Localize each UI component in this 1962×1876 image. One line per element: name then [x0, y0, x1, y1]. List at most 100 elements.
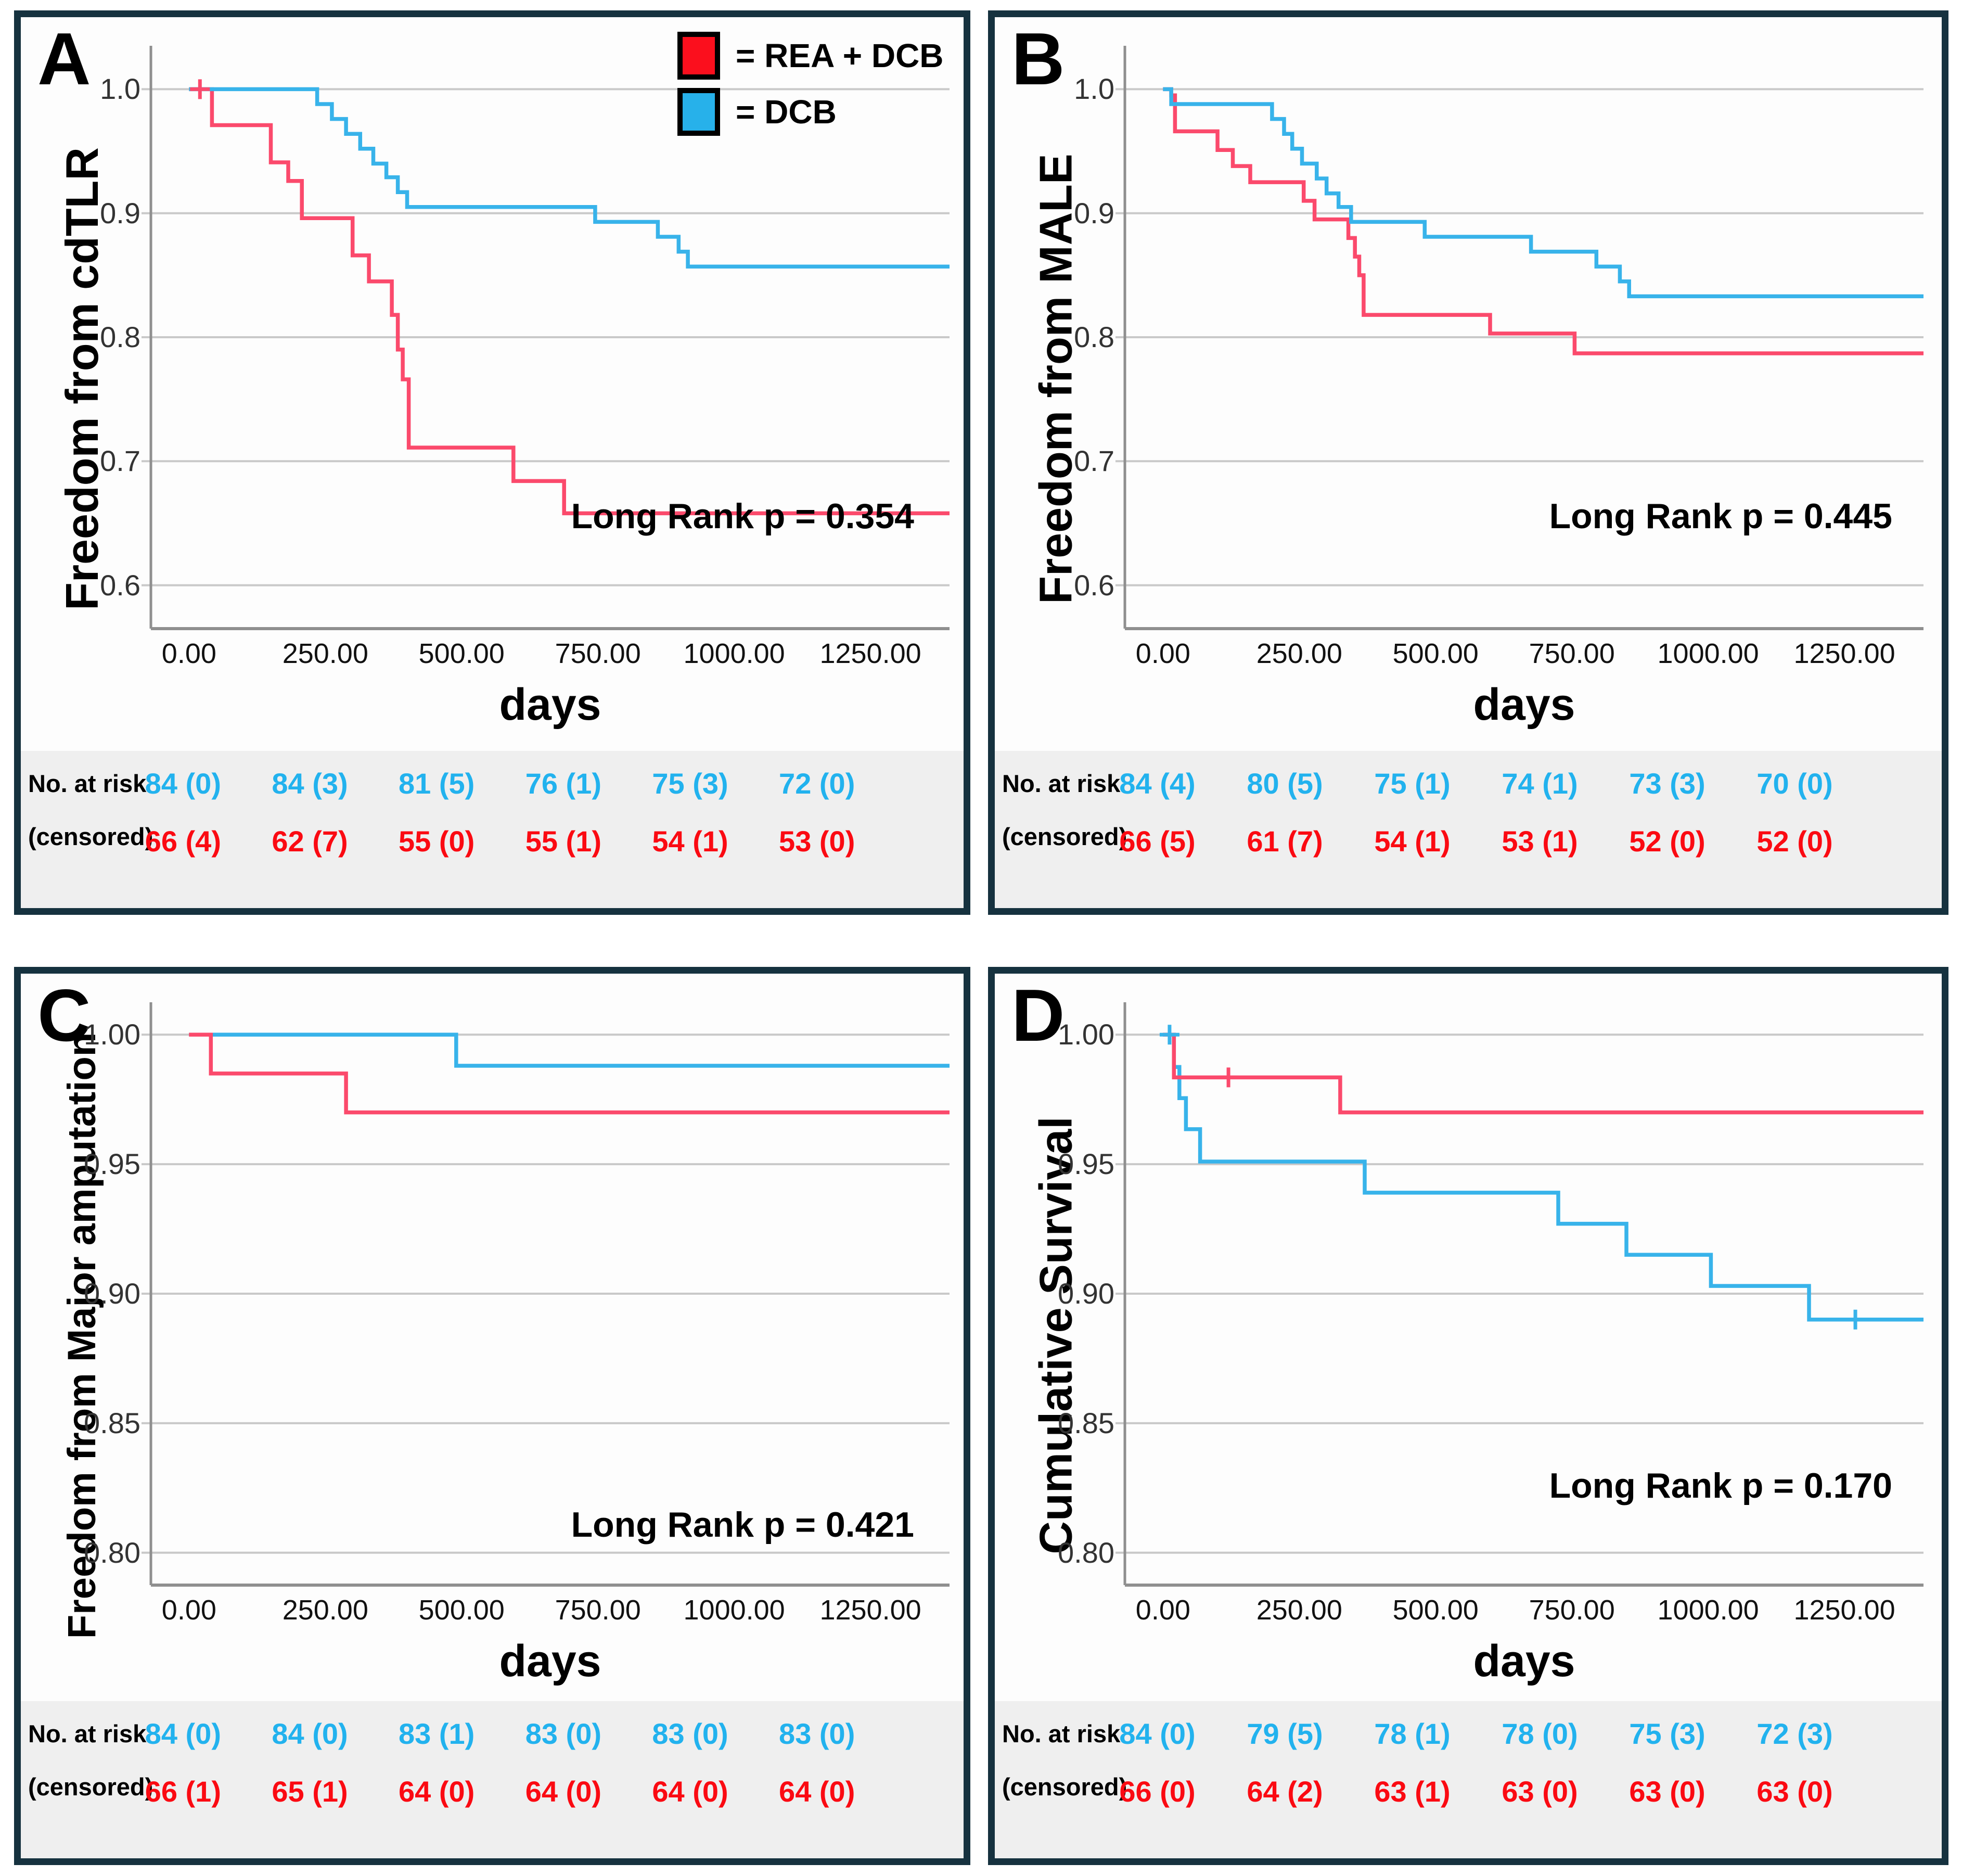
- km-curve-rea-dcb: [1163, 87, 1923, 355]
- x-tick-label: 250.00: [282, 638, 368, 669]
- risk-value: 78 (0): [1502, 1717, 1578, 1750]
- risk-value: 74 (1): [1502, 767, 1578, 800]
- risk-value: 55 (0): [399, 825, 475, 858]
- x-tick-label: 250.00: [1256, 638, 1342, 669]
- risk-rows: 84 (4) 80 (5) 75 (1) 74 (1) 73 (3) 70 (0) 66 …: [1094, 767, 1858, 858]
- risk-value: 66 (5): [1119, 825, 1196, 858]
- x-tick-label: 0.00: [161, 1594, 216, 1626]
- log-rank-p-value: Long Rank p = 0.170: [1549, 1466, 1892, 1505]
- risk-value: 55 (1): [525, 825, 601, 858]
- x-tick-label: 500.00: [418, 638, 505, 669]
- risk-row-dcb: 84 (4) 80 (5) 75 (1) 74 (1) 73 (3) 70 (0): [1094, 767, 1858, 800]
- x-tick-label: 250.00: [282, 1594, 368, 1626]
- risk-header-line1: No. at risk: [28, 1720, 147, 1747]
- risk-value: 62 (7): [272, 825, 348, 858]
- legend: = REA + DCB = DCB: [677, 32, 944, 136]
- y-tick-label: 0.90: [1058, 1277, 1114, 1310]
- x-tick-label: 750.00: [555, 638, 641, 669]
- y-tick-label: 0.80: [1058, 1536, 1114, 1569]
- risk-value: 61 (7): [1247, 825, 1323, 858]
- y-tick-label: 0.85: [84, 1406, 140, 1439]
- risk-value: 63 (0): [1629, 1775, 1705, 1808]
- risk-value: 84 (0): [145, 1717, 221, 1750]
- x-tick-label: 500.00: [1392, 1594, 1479, 1626]
- risk-value: 84 (3): [272, 767, 348, 800]
- risk-value: 70 (0): [1756, 767, 1833, 800]
- risk-value: 63 (0): [1756, 1775, 1833, 1808]
- x-tick-label: 750.00: [555, 1594, 641, 1626]
- risk-value: 84 (0): [145, 767, 221, 800]
- x-tick-label: 750.00: [1529, 638, 1615, 669]
- x-tick-label: 0.00: [1135, 638, 1190, 669]
- risk-value: 66 (4): [145, 825, 221, 858]
- x-tick-label: 0.00: [161, 638, 216, 669]
- risk-table-header: No. at risk (censored): [28, 770, 153, 851]
- y-tick-label: 1.0: [1074, 72, 1114, 106]
- y-tick-label: 1.00: [84, 1018, 140, 1051]
- x-tick-label: 500.00: [418, 1594, 505, 1626]
- risk-value: 64 (0): [652, 1775, 728, 1808]
- risk-value: 63 (0): [1502, 1775, 1578, 1808]
- risk-header-line2: (censored): [1002, 1773, 1127, 1801]
- y-axis-title-wrap: Freedom from Major amputation: [21, 974, 143, 1697]
- risk-value: 83 (0): [652, 1717, 728, 1750]
- km-curve-rea-dcb: [1163, 1032, 1923, 1115]
- y-tick-label: 0.80: [84, 1536, 140, 1569]
- panel-letter: A: [37, 18, 91, 100]
- risk-value: 83 (1): [399, 1717, 475, 1750]
- risk-value: 54 (1): [1374, 825, 1451, 858]
- y-tick-label: 0.6: [100, 568, 140, 602]
- km-curve-rea-dcb: [189, 87, 950, 516]
- log-rank-p-value: Long Rank p = 0.354: [571, 496, 914, 536]
- x-tick-label: 250.00: [1256, 1594, 1342, 1626]
- y-tick-label: 0.8: [100, 321, 140, 353]
- y-tick-label: 0.7: [1074, 444, 1114, 478]
- y-axis-title-wrap: Cumulative Survival: [995, 974, 1117, 1697]
- risk-value: 76 (1): [525, 767, 601, 800]
- risk-value: 64 (2): [1247, 1775, 1323, 1808]
- risk-header-line2: (censored): [28, 1773, 153, 1801]
- plot-area: [1115, 46, 1923, 630]
- risk-value: 63 (1): [1374, 1775, 1451, 1808]
- legend-item-dcb: = DCB: [677, 88, 944, 136]
- panel-freedom-from-major-amputation: C Freedom from Major amputation Long Ran…: [14, 967, 970, 1865]
- risk-header-line1: No. at risk: [1002, 1720, 1121, 1747]
- risk-table: No. at risk (censored) 84 (4) 80 (5) 75 (1…: [995, 751, 1942, 908]
- risk-header-line1: No. at risk: [1002, 770, 1121, 797]
- log-rank-p-value: Long Rank p = 0.445: [1549, 496, 1892, 536]
- panel-letter: D: [1011, 974, 1065, 1057]
- risk-value: 64 (0): [399, 1775, 475, 1808]
- y-tick-label: 0.9: [100, 196, 140, 229]
- risk-row-rea-dcb: 66 (5) 61 (7) 54 (1) 53 (1) 52 (0) 52 (0): [1094, 824, 1858, 858]
- plot-area: [1115, 1002, 1923, 1587]
- risk-value: 84 (0): [272, 1717, 348, 1750]
- y-tick-label: 1.00: [1058, 1018, 1114, 1051]
- risk-value: 54 (1): [652, 825, 728, 858]
- risk-rows: 84 (0) 79 (5) 78 (1) 78 (0) 75 (3) 72 (3) 66 …: [1094, 1717, 1858, 1808]
- red-swatch-icon: [677, 32, 720, 80]
- risk-value: 73 (3): [1629, 767, 1705, 800]
- log-rank-p-value: Long Rank p = 0.421: [571, 1505, 914, 1545]
- risk-value: 72 (0): [779, 767, 855, 800]
- x-tick-label: 750.00: [1529, 1594, 1615, 1626]
- risk-table: No. at risk (censored) 84 (0) 84 (0) 83 (1…: [21, 1701, 964, 1858]
- risk-value: 64 (0): [779, 1775, 855, 1808]
- km-curve-rea-dcb: [189, 1032, 950, 1115]
- risk-table-header: No. at risk (censored): [1002, 770, 1127, 851]
- x-tick-label: 1250.00: [819, 638, 921, 669]
- risk-value: 81 (5): [399, 767, 475, 800]
- plot-area: [142, 1002, 950, 1587]
- panel-freedom-from-male: B Freedom from MALE Long Rank p = 0.445 …: [988, 10, 1948, 915]
- risk-header-line2: (censored): [28, 823, 153, 851]
- risk-value: 84 (4): [1119, 767, 1196, 800]
- km-curve-dcb: [1163, 87, 1923, 299]
- y-tick-label: 0.90: [84, 1277, 140, 1310]
- risk-table: No. at risk (censored) 84 (0) 84 (3) 81 (5…: [21, 751, 964, 908]
- x-tick-label: 1000.00: [1657, 1594, 1759, 1626]
- panel-letter: B: [1011, 18, 1065, 100]
- risk-row-rea-dcb: 66 (0) 64 (2) 63 (1) 63 (0) 63 (0) 63 (0): [1094, 1775, 1858, 1808]
- risk-rows: 84 (0) 84 (0) 83 (1) 83 (0) 83 (0) 83 (0) 66 …: [120, 1717, 880, 1808]
- risk-value: 83 (0): [779, 1717, 855, 1750]
- legend-label: = REA + DCB: [736, 37, 944, 74]
- x-tick-label: 0.00: [1135, 1594, 1190, 1626]
